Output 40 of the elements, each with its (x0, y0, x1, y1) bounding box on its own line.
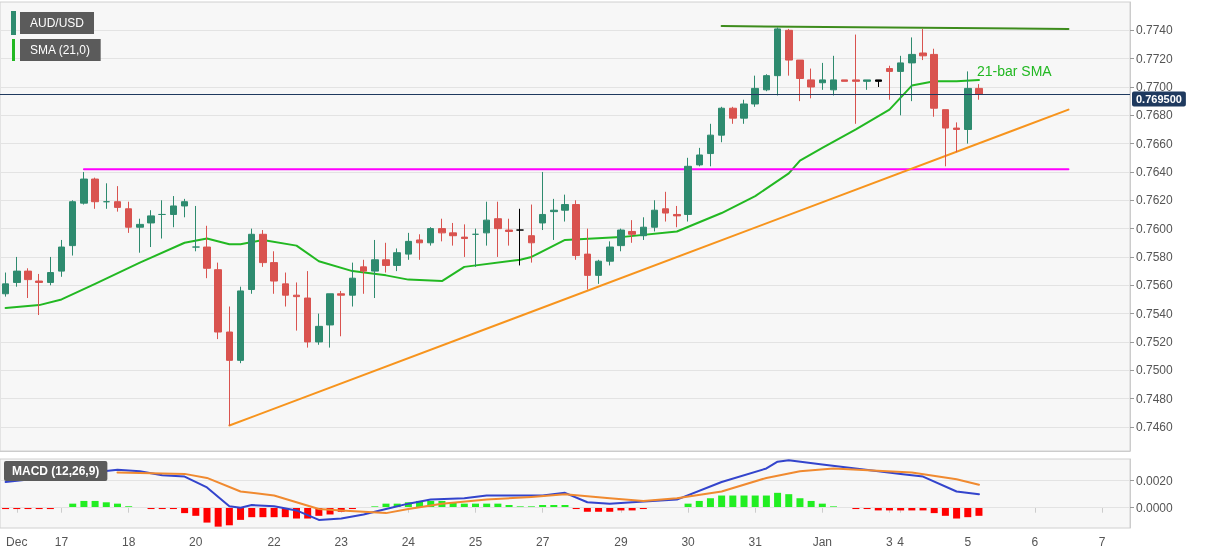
y-tick-label: 0.7620 (1136, 193, 1174, 208)
x-tick-label: 30 (681, 535, 696, 549)
y-tick-label: 0.7480 (1136, 391, 1174, 406)
x-tick-label: 7 (1098, 535, 1106, 549)
y-tick-label: 0.7740 (1136, 23, 1174, 38)
x-tick-label: 23 (334, 535, 349, 549)
annotation: 21-bar SMA (976, 62, 1053, 79)
x-tick-label: 20 (189, 535, 203, 549)
y-tick-label: 0.7540 (1136, 306, 1174, 321)
y-tick-label: 0.7660 (1136, 136, 1174, 151)
x-tick-label: 3 (886, 535, 894, 549)
y-tick-label: 0.7500 (1136, 363, 1174, 378)
y-tick-label: 0.7600 (1136, 221, 1174, 236)
y-tick-label: 0.7680 (1136, 108, 1174, 123)
text: MACD (12,26,9) (12, 464, 100, 478)
y-tick-label: 0.7640 (1136, 164, 1174, 179)
x-tick-label: 6 (1031, 535, 1039, 549)
x-tick-label: Jan (812, 535, 833, 549)
x-tick-label: 4 (897, 535, 905, 549)
y-tick-label: 0.0020 (1136, 473, 1174, 488)
y-tick-label: 0.0000 (1136, 500, 1174, 515)
y-tick-label: 0.7720 (1136, 51, 1174, 66)
x-tick-label: 22 (267, 535, 282, 549)
x-tick-label: 31 (748, 535, 763, 549)
legend-label: AUD/USD (30, 16, 85, 30)
y-tick-label: 0.7700 (1136, 79, 1174, 94)
x-tick-label: Dec (6, 535, 28, 549)
x-tick-label: 27 (535, 535, 550, 549)
legend-label: SMA (21,0) (30, 43, 91, 57)
y-tick-label: 0.7560 (1136, 278, 1174, 293)
y-tick-label: 0.7580 (1136, 249, 1174, 264)
x-tick-label: 24 (401, 535, 416, 549)
x-tick-label: 17 (54, 535, 69, 549)
x-tick-label: 18 (121, 535, 136, 549)
x-tick-label: 5 (964, 535, 972, 549)
y-tick-label: 0.7460 (1136, 419, 1174, 434)
x-tick-label: 25 (468, 535, 483, 549)
y-tick-label: 0.7520 (1136, 334, 1174, 349)
ref-line-label: 0.769500 (1136, 93, 1182, 106)
x-tick-label: 29 (614, 535, 628, 549)
